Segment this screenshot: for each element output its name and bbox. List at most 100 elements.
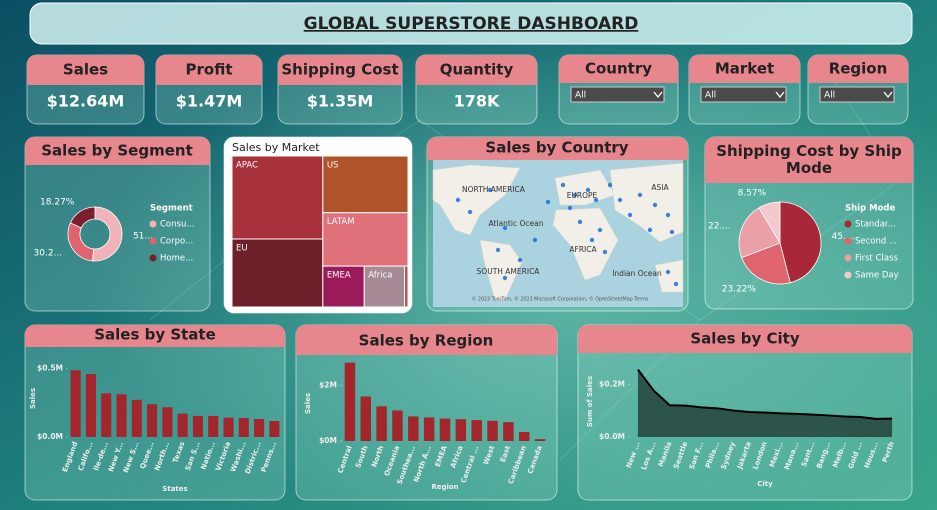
- kpi-value: 178K: [454, 92, 500, 111]
- kpi-label: Profit: [186, 61, 233, 79]
- bar: [534, 439, 546, 441]
- legend-label: Same Day: [855, 271, 899, 281]
- kpi-value: $12.64M: [47, 92, 125, 111]
- map-dot: [572, 192, 578, 198]
- map-dot: [647, 227, 653, 233]
- bar: [376, 406, 387, 441]
- panel-header: [689, 55, 800, 83]
- panel-header: [705, 137, 913, 183]
- map-label: SOUTH AMERICA: [477, 267, 541, 276]
- legend-label: Consu...: [160, 220, 194, 230]
- x-axis-title: Region: [431, 483, 458, 491]
- map-dot: [607, 182, 613, 188]
- bar: [223, 417, 234, 437]
- bar: [85, 374, 96, 437]
- y-axis-title: Sales: [304, 393, 312, 414]
- data-label: 30.2...: [34, 249, 63, 259]
- treemap-cell: [322, 265, 365, 308]
- y-axis-title: Sum of Sales: [586, 376, 594, 427]
- slicer-dropdown[interactable]: [819, 86, 895, 103]
- panel-header: [296, 325, 557, 355]
- map-dot: [585, 187, 591, 193]
- legend-label: First Class: [855, 254, 899, 264]
- legend-marker: [844, 271, 852, 279]
- bar: [392, 410, 403, 441]
- map-dot: [467, 209, 473, 215]
- map-land: [432, 164, 521, 236]
- kpi-label: Quantity: [440, 61, 514, 79]
- map-dot: [495, 247, 501, 253]
- bar: [439, 418, 451, 441]
- map-dot: [617, 197, 623, 203]
- slicer-label: Country: [585, 60, 652, 78]
- data-label: 51...: [133, 231, 153, 241]
- dropdown-caret: [775, 91, 785, 99]
- map-label: AFRICA: [569, 245, 597, 254]
- bar: [131, 399, 142, 437]
- bar: [101, 393, 112, 437]
- title-box: Shipping Cost by Ship Mode: [716, 142, 902, 177]
- pie-slice: [779, 201, 822, 284]
- bar: [487, 420, 498, 441]
- x-axis-title: City: [757, 480, 773, 488]
- x-axis-title: States: [162, 485, 187, 493]
- slicer-value: All: [575, 91, 586, 101]
- y-axis-title: Sales: [29, 388, 37, 409]
- panel-header: [25, 137, 210, 165]
- map-dot: [567, 205, 573, 211]
- legend-label: Standar...: [855, 220, 896, 230]
- bar: [344, 362, 356, 441]
- data-label: 23.22%: [722, 285, 757, 295]
- panel-header: [578, 325, 912, 353]
- treemap-cell: [231, 238, 324, 308]
- treemap-label: EU: [236, 243, 248, 253]
- data-label: 45....: [832, 232, 855, 242]
- legend-marker: [844, 254, 852, 262]
- dropdown-caret: [883, 91, 893, 99]
- map-land: [552, 207, 619, 281]
- kpi-label: Shipping Cost: [281, 61, 398, 79]
- map-dot: [627, 212, 633, 218]
- chart-title: Shipping Cost by Ship Mode: [716, 142, 902, 177]
- area: [637, 369, 893, 437]
- legend-marker: [844, 237, 852, 245]
- map-dot: [665, 212, 671, 218]
- treemap-cell: [363, 265, 406, 308]
- bar: [208, 415, 219, 437]
- chart-title: Sales by Segment: [41, 142, 193, 160]
- bar: [408, 416, 419, 441]
- dropdown-caret: [653, 91, 663, 99]
- map-label: NORTH AMERICA: [462, 185, 526, 194]
- y-tick-label: $2M: [319, 380, 337, 389]
- bar: [254, 418, 265, 437]
- bar: [503, 422, 514, 441]
- treemap-label: LATAM: [327, 217, 355, 227]
- legend-marker: [149, 254, 157, 262]
- bar: [177, 413, 188, 437]
- bar: [360, 396, 371, 441]
- bar: [162, 407, 173, 437]
- map-dot: [560, 182, 566, 188]
- map-title: Sales by Country: [485, 139, 628, 157]
- bar: [192, 415, 203, 437]
- pie-slice: [92, 206, 123, 262]
- panel-header: [427, 137, 688, 160]
- dashboard-title: GLOBAL SUPERSTORE DASHBOARD: [304, 14, 639, 34]
- chart-title: Sales by City: [690, 330, 799, 348]
- map-dot: [487, 187, 493, 193]
- treemap-cell: [231, 155, 324, 240]
- treemap-label: US: [327, 161, 339, 171]
- slicer-dropdown[interactable]: [700, 86, 787, 103]
- bar: [455, 419, 467, 441]
- bar: [471, 420, 482, 441]
- treemap-label: APAC: [236, 161, 258, 171]
- panel-header: [559, 55, 678, 83]
- slicer-dropdown[interactable]: [570, 86, 665, 103]
- map-dot: [597, 227, 603, 233]
- pie-slice: [738, 207, 781, 259]
- bar: [70, 370, 81, 437]
- data-label: 8.57%: [738, 188, 767, 198]
- y-tick-label: $0.2M: [599, 379, 625, 388]
- map-dot: [602, 249, 608, 255]
- map-dot: [502, 225, 508, 231]
